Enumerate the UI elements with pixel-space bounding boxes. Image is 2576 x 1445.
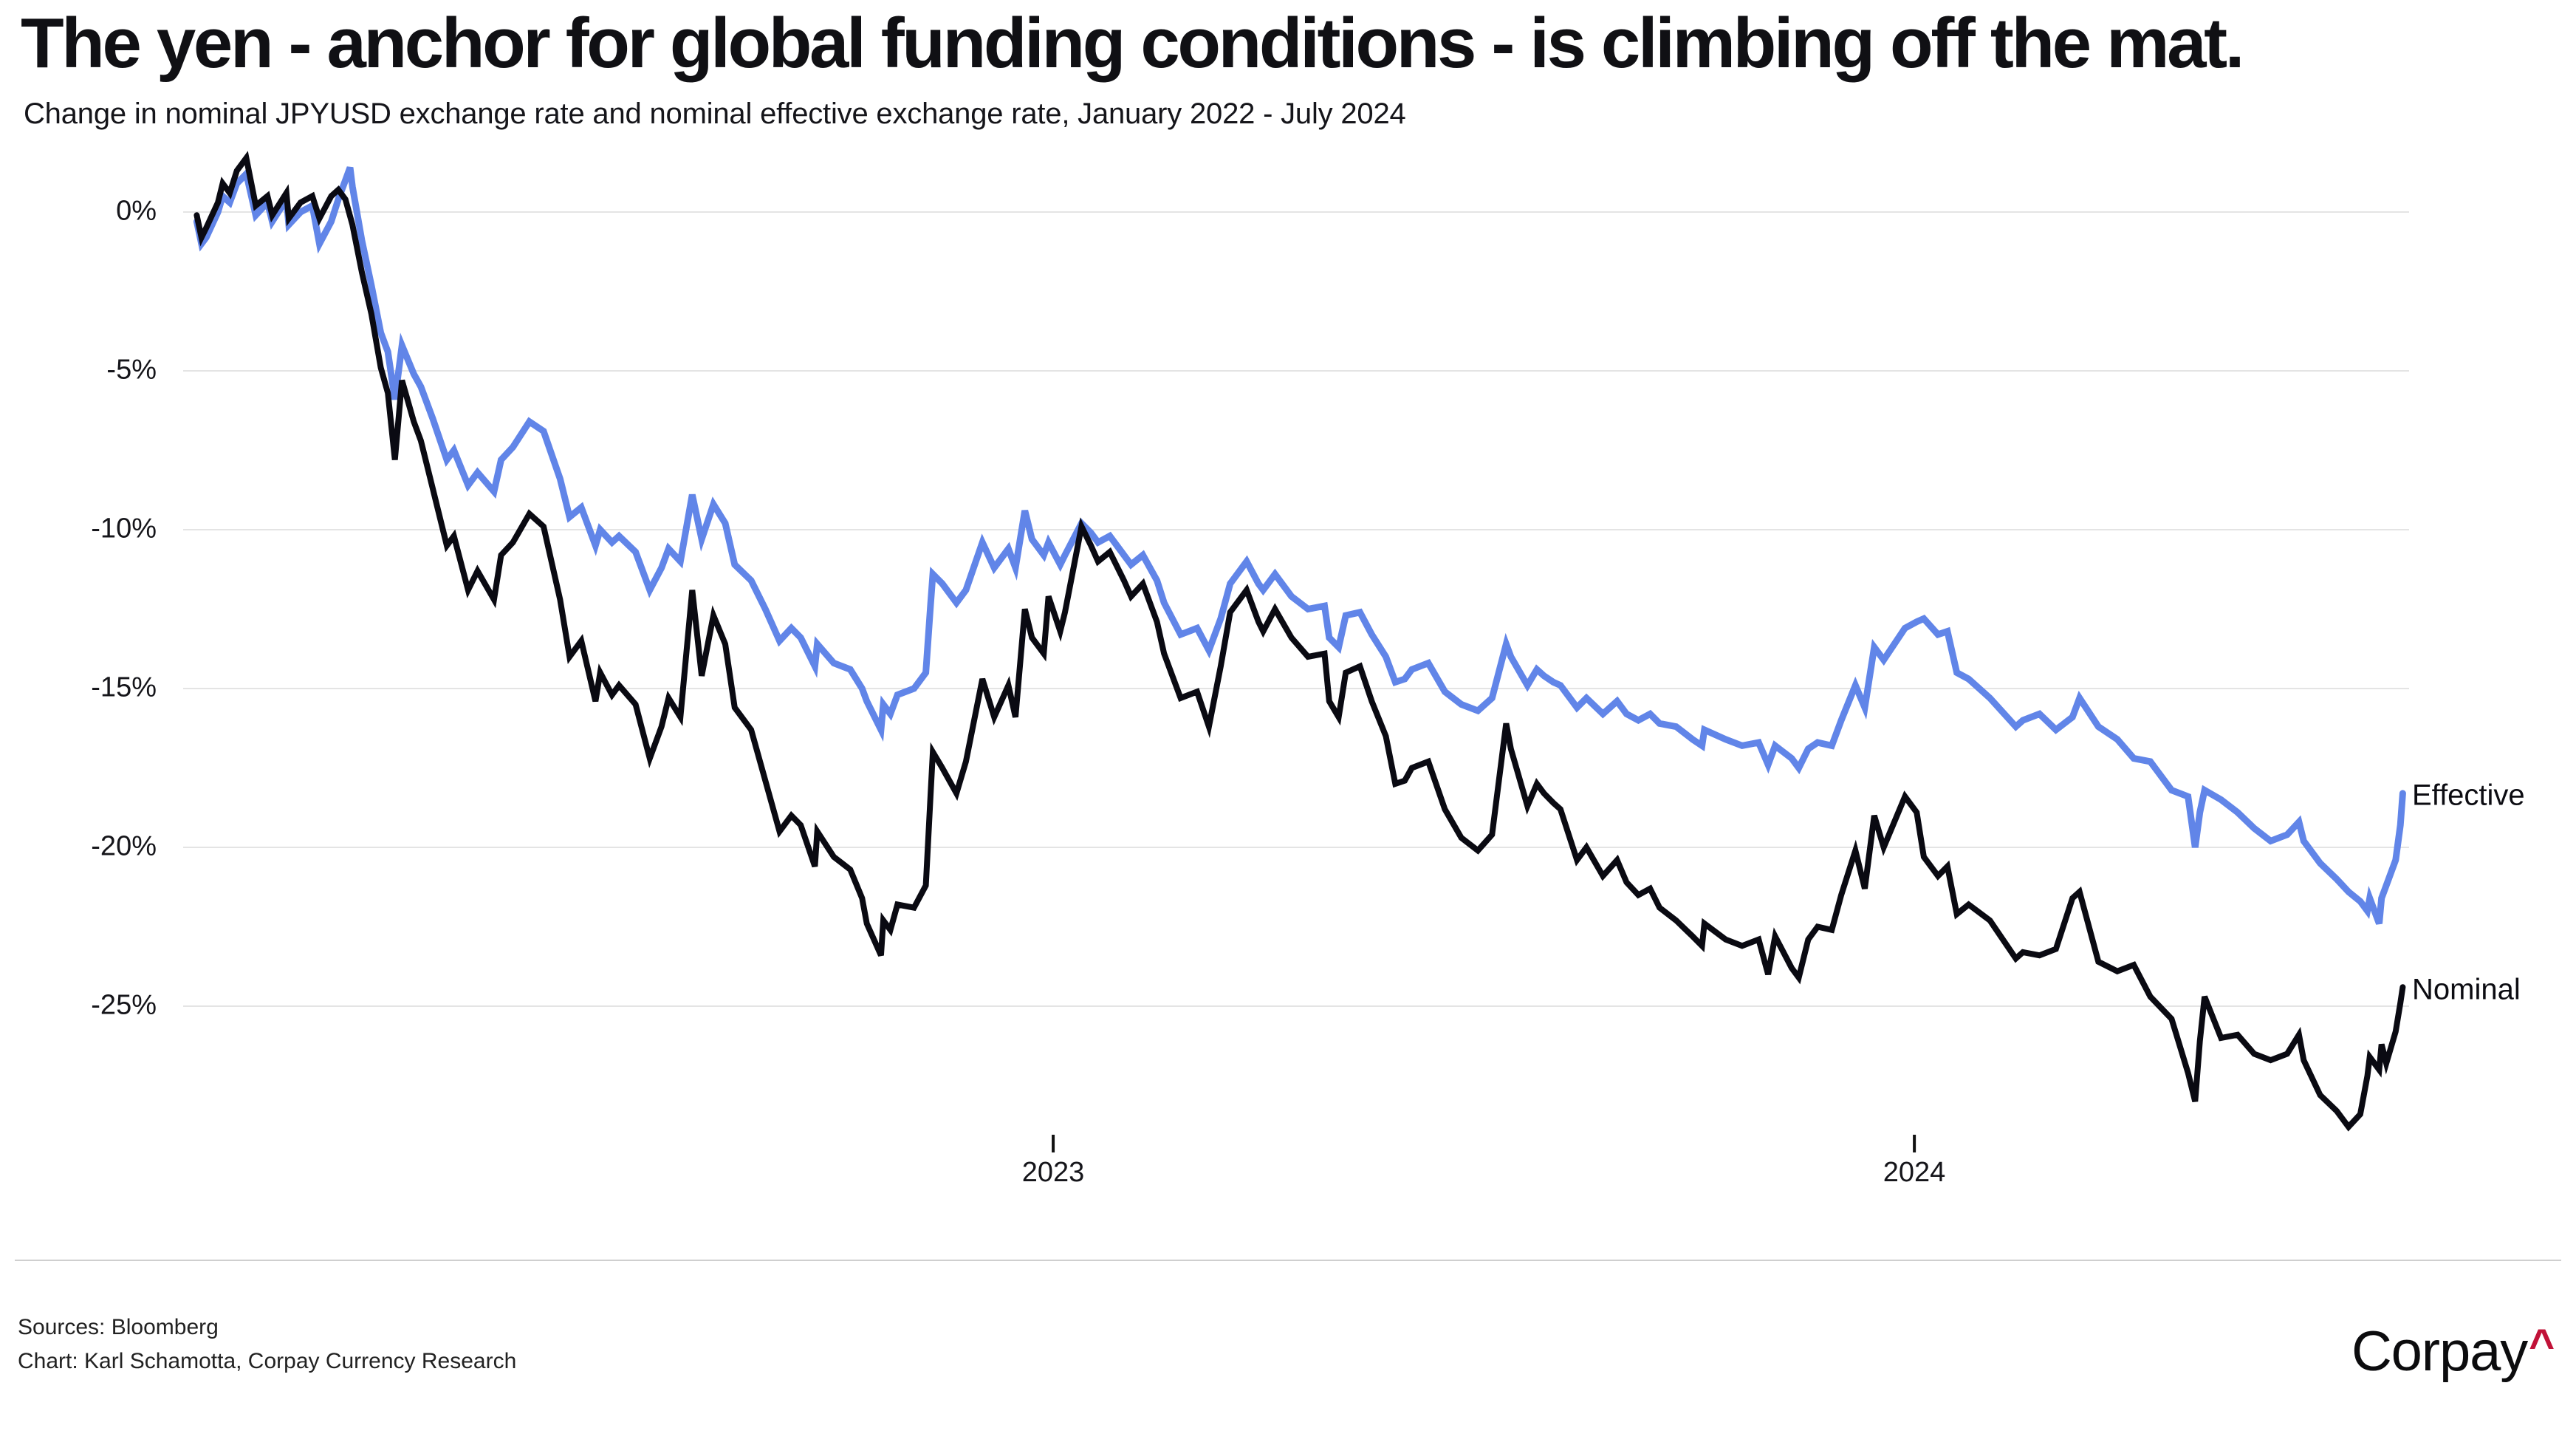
y-axis-label-m10: -10% [91, 513, 157, 544]
series-label-effective: Effective [2412, 779, 2525, 812]
corpay-logo: Corpay^ [2351, 1319, 2555, 1384]
y-axis-label-m25: -25% [91, 989, 157, 1021]
line-effective [193, 166, 2406, 925]
x-axis-label-2024: 2024 [1883, 1157, 1946, 1188]
series-label-nominal: Nominal [2412, 973, 2521, 1006]
chart-subtitle: Change in nominal JPYUSD exchange rate a… [24, 98, 1406, 130]
y-axis-label-m20: -20% [91, 830, 157, 862]
x-axis-label-2023: 2023 [1021, 1157, 1085, 1188]
y-axis-label-m15: -15% [91, 672, 157, 703]
chart-credit-note: Chart: Karl Schamotta, Corpay Currency R… [18, 1349, 517, 1373]
page-title: The yen - anchor for global funding cond… [21, 4, 2244, 83]
corpay-caret-icon: ^ [2529, 1320, 2555, 1370]
line-nominal [193, 151, 2406, 1132]
sources-note: Sources: Bloomberg [18, 1315, 219, 1339]
y-axis-label-m5: -5% [106, 354, 157, 386]
corpay-logo-text: Corpay [2351, 1320, 2528, 1383]
y-axis-label-0: 0% [116, 195, 157, 227]
footer-divider [15, 1260, 2561, 1261]
